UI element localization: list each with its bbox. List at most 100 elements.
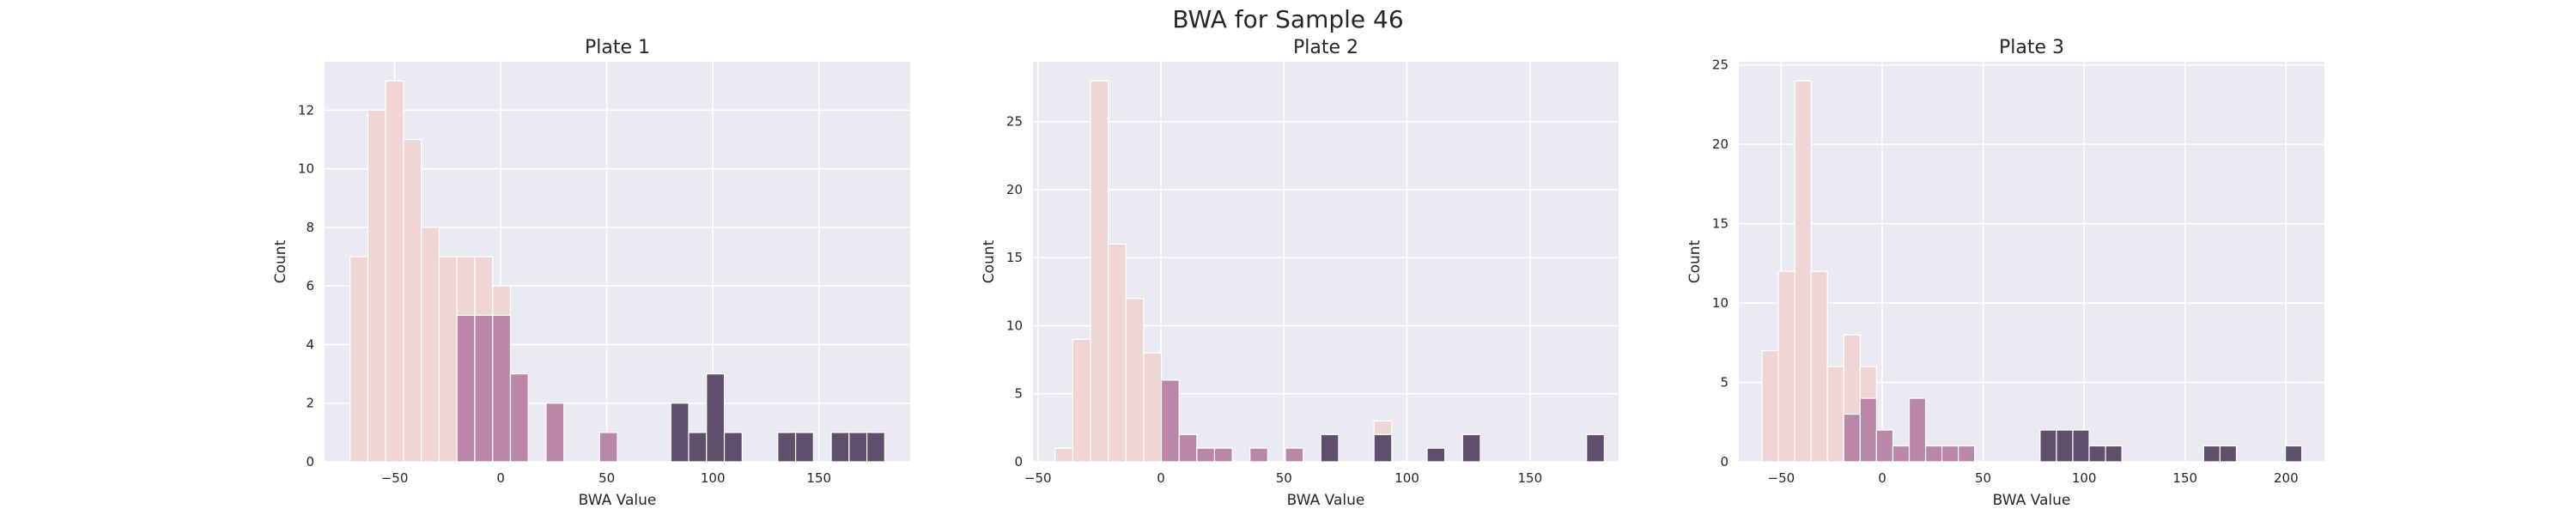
histogram-bar xyxy=(1196,447,1216,463)
histogram-bar xyxy=(1958,445,1976,463)
subplot-title: Plate 2 xyxy=(1293,37,1358,58)
histogram-bar xyxy=(456,314,476,463)
histogram-bar xyxy=(421,227,440,463)
y-tick-label: 0 xyxy=(1014,454,1023,470)
y-tick-label: 20 xyxy=(1712,136,1728,152)
histogram-bar xyxy=(1160,379,1180,463)
histogram-bar xyxy=(474,314,494,463)
subplot-3: −50 0 50 100 150 200 0 5 10 15 20 25 BWA Value Count P… xyxy=(1686,37,2324,509)
histogram-bar xyxy=(1924,445,1943,463)
y-tick-label: 15 xyxy=(1006,250,1023,265)
histogram-bar xyxy=(1426,447,1446,463)
histogram-bar xyxy=(1178,433,1198,463)
histogram-bar xyxy=(670,403,690,463)
histogram-bar xyxy=(367,109,386,463)
histogram-bar xyxy=(1143,352,1163,463)
y-tick-label: 0 xyxy=(1720,454,1728,470)
histogram-bar xyxy=(1461,433,1481,463)
histogram-bar xyxy=(2039,429,2057,463)
histogram-bar xyxy=(2105,445,2123,463)
histogram-bar xyxy=(492,314,512,463)
x-tick-label: 0 xyxy=(1157,470,1165,486)
histogram-bar xyxy=(2219,445,2238,463)
y-tick-label: 5 xyxy=(1014,386,1023,402)
histogram-bar xyxy=(706,373,726,463)
subplot-1: −50 0 50 100 150 0 2 4 6 8 10 12 BWA Value Count Plate… xyxy=(272,37,910,509)
histogram-bar xyxy=(545,403,565,463)
x-tick-label: 200 xyxy=(2274,470,2299,486)
histogram-bar xyxy=(2285,445,2303,463)
x-axis-label: BWA Value xyxy=(579,492,657,509)
y-tick-label: 25 xyxy=(1006,114,1023,130)
figure-title: BWA for Sample 46 xyxy=(1172,5,1404,33)
x-axis-label: BWA Value xyxy=(1287,492,1365,509)
histogram-bar xyxy=(2056,429,2074,463)
histogram-bar xyxy=(1875,429,1894,463)
histogram-bar xyxy=(1843,413,1861,463)
y-tick-label: 2 xyxy=(306,396,314,411)
histogram-bar xyxy=(403,138,422,463)
histogram-bar xyxy=(1090,80,1109,463)
x-tick-label: 150 xyxy=(806,470,831,486)
histogram-bar xyxy=(688,432,708,463)
histogram-bar xyxy=(1249,447,1268,463)
y-tick-label: 5 xyxy=(1720,375,1728,391)
x-tick-label: 0 xyxy=(496,470,505,486)
histogram-bar xyxy=(2088,445,2106,463)
x-tick-label: −50 xyxy=(1024,470,1052,486)
histogram-bar xyxy=(2202,445,2221,463)
histogram-bar xyxy=(723,432,743,463)
histogram-bar xyxy=(349,256,369,463)
histogram-bar xyxy=(1373,433,1393,463)
subplot-title: Plate 3 xyxy=(1999,37,2064,58)
histogram-bar xyxy=(1108,243,1127,463)
y-axis-label: Count xyxy=(981,239,998,283)
x-tick-label: 50 xyxy=(1975,470,1991,486)
histogram-bar xyxy=(1908,397,1927,463)
y-tick-label: 25 xyxy=(1712,58,1728,73)
histogram-bar xyxy=(1285,447,1304,463)
y-axis-label: Count xyxy=(1686,239,1704,283)
x-tick-label: 50 xyxy=(598,470,615,486)
histogram-bar xyxy=(1777,270,1795,463)
subplot-title: Plate 1 xyxy=(585,37,650,58)
histogram-bar xyxy=(848,432,868,463)
histogram-bar xyxy=(509,373,529,463)
y-tick-label: 0 xyxy=(306,454,314,470)
histogram-bar xyxy=(1941,445,1959,463)
y-tick-label: 10 xyxy=(1006,318,1023,333)
y-tick-label: 6 xyxy=(306,278,314,294)
x-tick-label: 150 xyxy=(2172,470,2197,486)
histogram-bar xyxy=(385,80,404,463)
histogram-bar xyxy=(777,432,797,463)
histogram-bar xyxy=(830,432,850,463)
x-tick-label: 50 xyxy=(1276,470,1292,486)
y-tick-label: 12 xyxy=(298,102,314,118)
histogram-bar xyxy=(1859,397,1877,463)
histogram-bar xyxy=(1826,366,1844,463)
histogram-bar xyxy=(1125,298,1145,463)
y-tick-label: 20 xyxy=(1006,182,1023,197)
histogram-bar xyxy=(438,256,458,463)
histogram-bar xyxy=(598,432,618,463)
y-axis-label: Count xyxy=(272,239,289,283)
histogram-bar xyxy=(794,432,814,463)
x-tick-label: −50 xyxy=(1768,470,1795,486)
histogram-bar xyxy=(1892,445,1911,463)
histogram-bar xyxy=(1054,447,1074,463)
histogram-bar xyxy=(1794,80,1812,463)
y-tick-label: 10 xyxy=(298,161,314,177)
histogram-bar xyxy=(1072,338,1091,463)
histogram-bar xyxy=(1586,433,1605,463)
histogram-bar xyxy=(1761,349,1779,463)
y-tick-label: 4 xyxy=(306,336,314,352)
y-tick-label: 10 xyxy=(1712,295,1728,311)
histogram-bar xyxy=(1810,270,1828,463)
histogram-bar xyxy=(866,432,885,463)
x-tick-label: −50 xyxy=(381,470,409,486)
x-tick-label: 150 xyxy=(1518,470,1543,486)
histogram-bar xyxy=(1320,433,1340,463)
x-tick-label: 100 xyxy=(701,470,726,486)
y-tick-label: 8 xyxy=(306,220,314,235)
